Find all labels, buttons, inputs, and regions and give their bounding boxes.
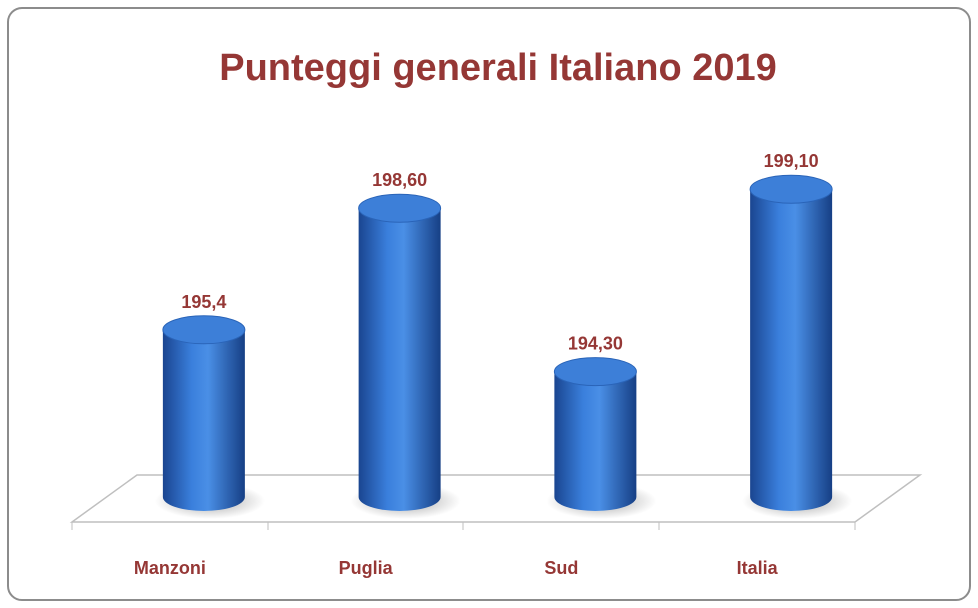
data-label: 195,4 — [181, 292, 226, 312]
x-tick-label: Sud — [544, 558, 578, 578]
data-label: 198,60 — [372, 170, 427, 190]
x-tick-label: Italia — [737, 558, 779, 578]
bar — [162, 329, 245, 511]
data-label: 199,10 — [764, 151, 819, 171]
bar-top — [358, 193, 442, 223]
x-axis — [71, 522, 856, 530]
bar-top — [553, 357, 637, 387]
bar — [750, 189, 833, 511]
chart-title: Punteggi generali Italiano 2019 — [219, 47, 777, 89]
x-tick-label: Manzoni — [134, 558, 206, 578]
chart-frame — [7, 7, 971, 601]
bar — [554, 371, 637, 511]
data-label: 194,30 — [568, 334, 623, 354]
bar-top — [749, 174, 833, 204]
bar — [358, 208, 441, 511]
bar-top — [162, 315, 246, 345]
floor — [69, 474, 923, 523]
x-tick-label: Puglia — [339, 558, 394, 578]
